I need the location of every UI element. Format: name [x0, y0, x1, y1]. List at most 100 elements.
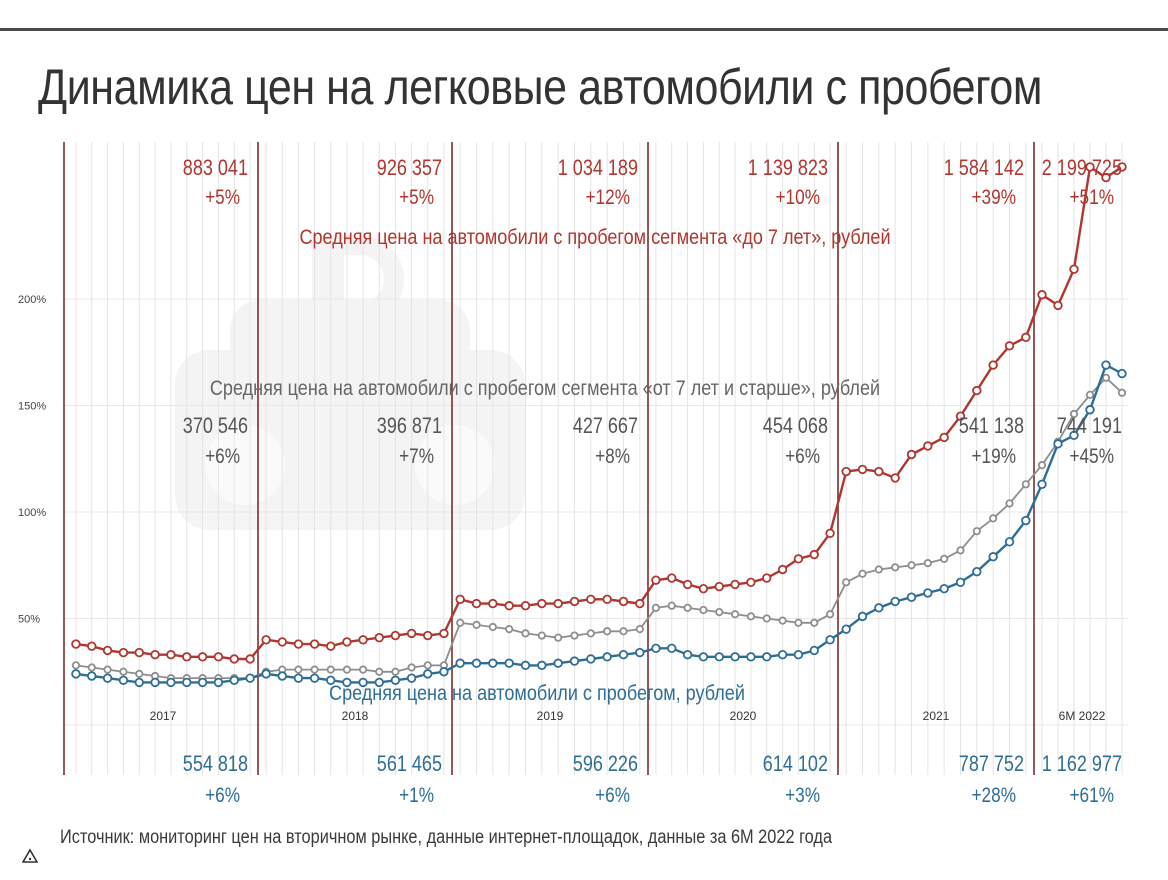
series-point [809, 549, 819, 560]
series-point [874, 466, 884, 477]
series-point [1004, 341, 1015, 351]
series-point [71, 639, 81, 649]
series-point [762, 614, 771, 623]
annotation-change: +28% [972, 785, 1016, 808]
page-title: Динамика цен на легковые автомобили с пр… [38, 59, 1043, 115]
series-point [134, 647, 144, 658]
series-point [309, 673, 320, 683]
series-point [229, 654, 239, 664]
series-name-label: Средняя цена на автомобили с пробегом се… [210, 377, 880, 401]
series-point [374, 677, 384, 688]
chart-labels: 2017 2018 2019 2020 2021 6М 2022 Средняя цена … [150, 156, 1122, 807]
series-point [1053, 439, 1063, 449]
series-point [261, 635, 271, 645]
annotation-value: 454 068 [763, 414, 828, 438]
series-point [390, 675, 401, 685]
series-point [667, 601, 676, 610]
period-label: 2020 [730, 709, 757, 723]
series-point [358, 677, 368, 688]
series-point [715, 608, 724, 617]
series-point [520, 601, 531, 611]
series-point [602, 594, 612, 605]
series-name-label: Средняя цена на автомобили с пробегом, р… [329, 682, 745, 706]
series-point [293, 639, 304, 649]
y-axis: 50% 100% 150% 200% [18, 294, 46, 626]
series-point [923, 588, 933, 598]
series-point [213, 677, 224, 688]
series-point [939, 583, 949, 594]
annotation-value: 427 667 [573, 414, 638, 438]
series-point [342, 637, 352, 647]
series-point [923, 441, 933, 451]
series-point [858, 569, 867, 578]
series-point [1005, 499, 1014, 508]
series-point [277, 637, 287, 647]
series-point [698, 583, 709, 594]
series-point [456, 618, 465, 627]
series-point [841, 624, 851, 634]
series-point [229, 675, 239, 685]
series-point [310, 665, 319, 674]
series-point [683, 603, 692, 612]
series-point [988, 552, 998, 562]
annotation-change: +12% [586, 187, 630, 210]
series-point [777, 564, 788, 575]
series-point [118, 647, 129, 658]
annotation-change: +39% [972, 187, 1016, 210]
series-point [569, 656, 580, 666]
series-point [730, 652, 740, 662]
series-point [651, 575, 661, 585]
series-point [793, 650, 804, 660]
series-point [102, 645, 113, 656]
annotation-value: 1 139 823 [748, 156, 828, 180]
series-point [439, 667, 449, 677]
annotation-value: 1 584 142 [944, 156, 1024, 180]
annotation-change: +51% [1070, 187, 1114, 210]
series-point [87, 671, 97, 681]
series-name-label: Средняя цена на автомобили с пробегом се… [299, 226, 890, 250]
series-point [520, 660, 531, 671]
period-label: 2018 [342, 709, 369, 723]
series-point [102, 673, 113, 683]
series-point [810, 618, 819, 627]
series-point [1004, 537, 1015, 547]
series-point [118, 675, 129, 685]
series-point [746, 652, 756, 662]
series-point [505, 625, 514, 634]
series-point [841, 466, 851, 477]
series-point [940, 554, 949, 563]
y-tick-label: 150% [18, 401, 46, 413]
annotation-value: 561 465 [377, 752, 442, 776]
annotation-change: +61% [1070, 785, 1114, 808]
series-point [714, 652, 724, 662]
annotation-change: +6% [205, 446, 240, 469]
series-point [1101, 360, 1111, 370]
series-point [907, 561, 916, 570]
annotation-value: 744 191 [1057, 414, 1122, 438]
series-point [635, 647, 645, 658]
series-point [972, 566, 982, 577]
series-point [166, 650, 176, 660]
series-point [777, 650, 788, 660]
annotation-value: 541 138 [959, 414, 1024, 438]
series-point [406, 673, 417, 683]
series-point [1085, 405, 1095, 415]
series-point [586, 594, 596, 605]
series-point [746, 577, 756, 587]
series-point [825, 528, 835, 538]
series-point [619, 627, 628, 636]
series-point [488, 622, 497, 632]
series-point [809, 645, 819, 656]
series-point [618, 650, 629, 660]
series-point [602, 652, 612, 662]
annotation-change: +6% [595, 785, 630, 808]
series-point [890, 596, 900, 607]
series-point [245, 654, 255, 664]
series-point [857, 464, 868, 475]
series-point [472, 620, 481, 629]
series-point [825, 610, 835, 619]
series-point [471, 598, 482, 609]
series-point [182, 677, 192, 688]
y-tick-label: 200% [18, 294, 46, 306]
series-point [586, 629, 595, 638]
